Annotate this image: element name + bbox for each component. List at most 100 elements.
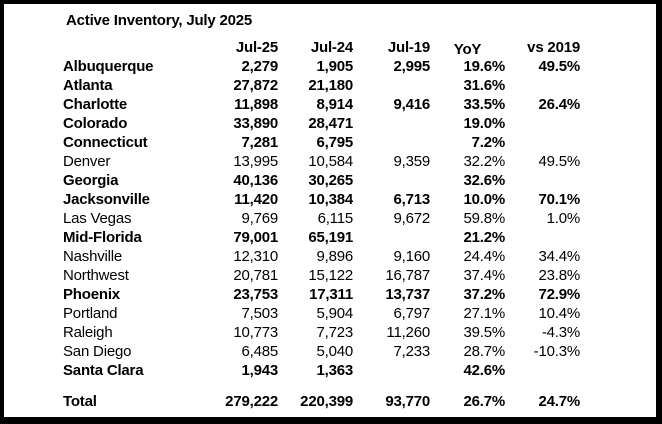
table-row: Santa Clara 1,943 1,363 42.6% xyxy=(63,361,580,380)
cell-value: 12,310 xyxy=(233,248,278,265)
table-row: Northwest 20,781 15,122 16,787 37.4% 23.8% xyxy=(63,266,580,285)
cell-value: 6,713 xyxy=(393,191,430,208)
cell-value: 49.5% xyxy=(538,58,580,75)
cell-value: 40,136 xyxy=(233,172,278,189)
cell-value: 7,233 xyxy=(393,343,430,360)
column-header-vs2019: vs 2019 xyxy=(527,39,580,56)
table-body: Albuquerque 2,279 1,905 2,995 19.6% 49.5% Atla… xyxy=(63,57,580,411)
table-row: Albuquerque 2,279 1,905 2,995 19.6% 49.5% xyxy=(63,57,580,76)
cell-value: 24.7% xyxy=(538,393,580,410)
cell-value: 27,872 xyxy=(233,77,278,94)
cell-value: 33.5% xyxy=(463,96,505,113)
table-row: Atlanta 27,872 21,180 31.6% xyxy=(63,76,580,95)
cell-value: 42.6% xyxy=(463,362,505,379)
row-label: San Diego xyxy=(63,343,132,360)
cell-value: 27.1% xyxy=(463,305,505,322)
row-label: Mid-Florida xyxy=(63,229,142,246)
row-label: Denver xyxy=(63,153,111,170)
cell-value: 2,279 xyxy=(241,58,278,75)
cell-value: 32.2% xyxy=(463,153,505,170)
column-header-jul24: Jul-24 xyxy=(310,39,353,56)
cell-value: 17,311 xyxy=(309,286,353,303)
row-label: Charlotte xyxy=(63,96,128,113)
column-header-blank xyxy=(63,38,203,57)
cell-value: 16,787 xyxy=(385,267,430,284)
total-row: Total 279,222 220,399 93,770 26.7% 24.7% xyxy=(63,380,580,411)
page-title: Active Inventory, July 2025 xyxy=(66,12,253,29)
cell-value: 7,723 xyxy=(316,324,353,341)
cell-value: 32.6% xyxy=(463,172,505,189)
cell-value: 26.4% xyxy=(538,96,580,113)
cell-value: 21.2% xyxy=(463,229,505,246)
cell-value: 1,905 xyxy=(316,58,353,75)
cell-value: 39.5% xyxy=(463,324,505,341)
cell-value: 7,503 xyxy=(241,305,278,322)
table-row: Charlotte 11,898 8,914 9,416 33.5% 26.4% xyxy=(63,95,580,114)
cell-value: 28,471 xyxy=(308,115,353,132)
cell-value: 5,040 xyxy=(316,343,353,360)
cell-value xyxy=(353,114,430,133)
cell-value: 10.4% xyxy=(538,305,580,322)
table-row: Jacksonville 11,420 10,384 6,713 10.0% 70.1% xyxy=(63,190,580,209)
cell-value: 30,265 xyxy=(308,172,353,189)
cell-value: 10.0% xyxy=(463,191,505,208)
cell-value: 93,770 xyxy=(385,393,430,410)
cell-value: 1,363 xyxy=(316,362,353,379)
column-header-jul19: Jul-19 xyxy=(387,39,430,56)
column-header-yoy: YoY xyxy=(453,41,482,57)
cell-value xyxy=(353,171,430,190)
cell-value: 79,001 xyxy=(233,229,278,246)
row-label: Nashville xyxy=(63,248,123,265)
header-row: Jul-25 Jul-24 Jul-19 YoY vs 2019 xyxy=(63,38,580,57)
cell-value: 7.2% xyxy=(471,134,505,151)
cell-value: 19.0% xyxy=(463,115,505,132)
row-label: Northwest xyxy=(63,267,129,284)
table-row: Colorado 33,890 28,471 19.0% xyxy=(63,114,580,133)
cell-value: 65,191 xyxy=(308,229,353,246)
cell-value: 19.6% xyxy=(463,58,505,75)
table-row: Nashville 12,310 9,896 9,160 24.4% 34.4% xyxy=(63,247,580,266)
cell-value: 2,995 xyxy=(393,58,430,75)
cell-value: 11,898 xyxy=(234,96,278,113)
cell-value: 20,781 xyxy=(233,267,278,284)
cell-value: 6,485 xyxy=(241,343,278,360)
cell-value: 33,890 xyxy=(233,115,278,132)
cell-value: 7,281 xyxy=(241,134,278,151)
cell-value: 10,584 xyxy=(308,153,353,170)
cell-value: 1,943 xyxy=(241,362,278,379)
cell-value: 49.5% xyxy=(538,153,580,170)
cell-value: -10.3% xyxy=(533,343,580,360)
row-label: Las Vegas xyxy=(63,210,132,227)
cell-value: 9,769 xyxy=(241,210,278,227)
cell-value: 9,160 xyxy=(393,248,430,265)
column-header-jul25: Jul-25 xyxy=(235,39,278,56)
row-label: Albuquerque xyxy=(63,58,154,75)
inventory-table: Jul-25 Jul-24 Jul-19 YoY vs 2019 Albuque… xyxy=(63,38,580,411)
cell-value: 10,384 xyxy=(308,191,353,208)
cell-value xyxy=(505,133,580,152)
row-label: Raleigh xyxy=(63,324,113,341)
cell-value: 37.4% xyxy=(463,267,505,284)
cell-value: 13,995 xyxy=(233,153,278,170)
cell-value xyxy=(505,114,580,133)
cell-value: 21,180 xyxy=(308,77,353,94)
table-row: Georgia 40,136 30,265 32.6% xyxy=(63,171,580,190)
row-label: Phoenix xyxy=(63,286,120,303)
table-row: Las Vegas 9,769 6,115 9,672 59.8% 1.0% xyxy=(63,209,580,228)
cell-value: 9,672 xyxy=(393,210,430,227)
table-row: Phoenix 23,753 17,311 13,737 37.2% 72.9% xyxy=(63,285,580,304)
cell-value: 9,896 xyxy=(316,248,353,265)
cell-value: 6,797 xyxy=(393,305,430,322)
row-label: Portland xyxy=(63,305,118,322)
cell-value: 26.7% xyxy=(463,393,505,410)
cell-value: -4.3% xyxy=(541,324,580,341)
cell-value: 31.6% xyxy=(463,77,505,94)
cell-value: 220,399 xyxy=(300,393,353,410)
cell-value xyxy=(505,171,580,190)
cell-value: 70.1% xyxy=(538,191,580,208)
row-label: Total xyxy=(63,393,97,410)
cell-value: 9,359 xyxy=(393,153,430,170)
cell-value: 23.8% xyxy=(538,267,580,284)
cell-value: 10,773 xyxy=(233,324,278,341)
cell-value: 24.4% xyxy=(463,248,505,265)
